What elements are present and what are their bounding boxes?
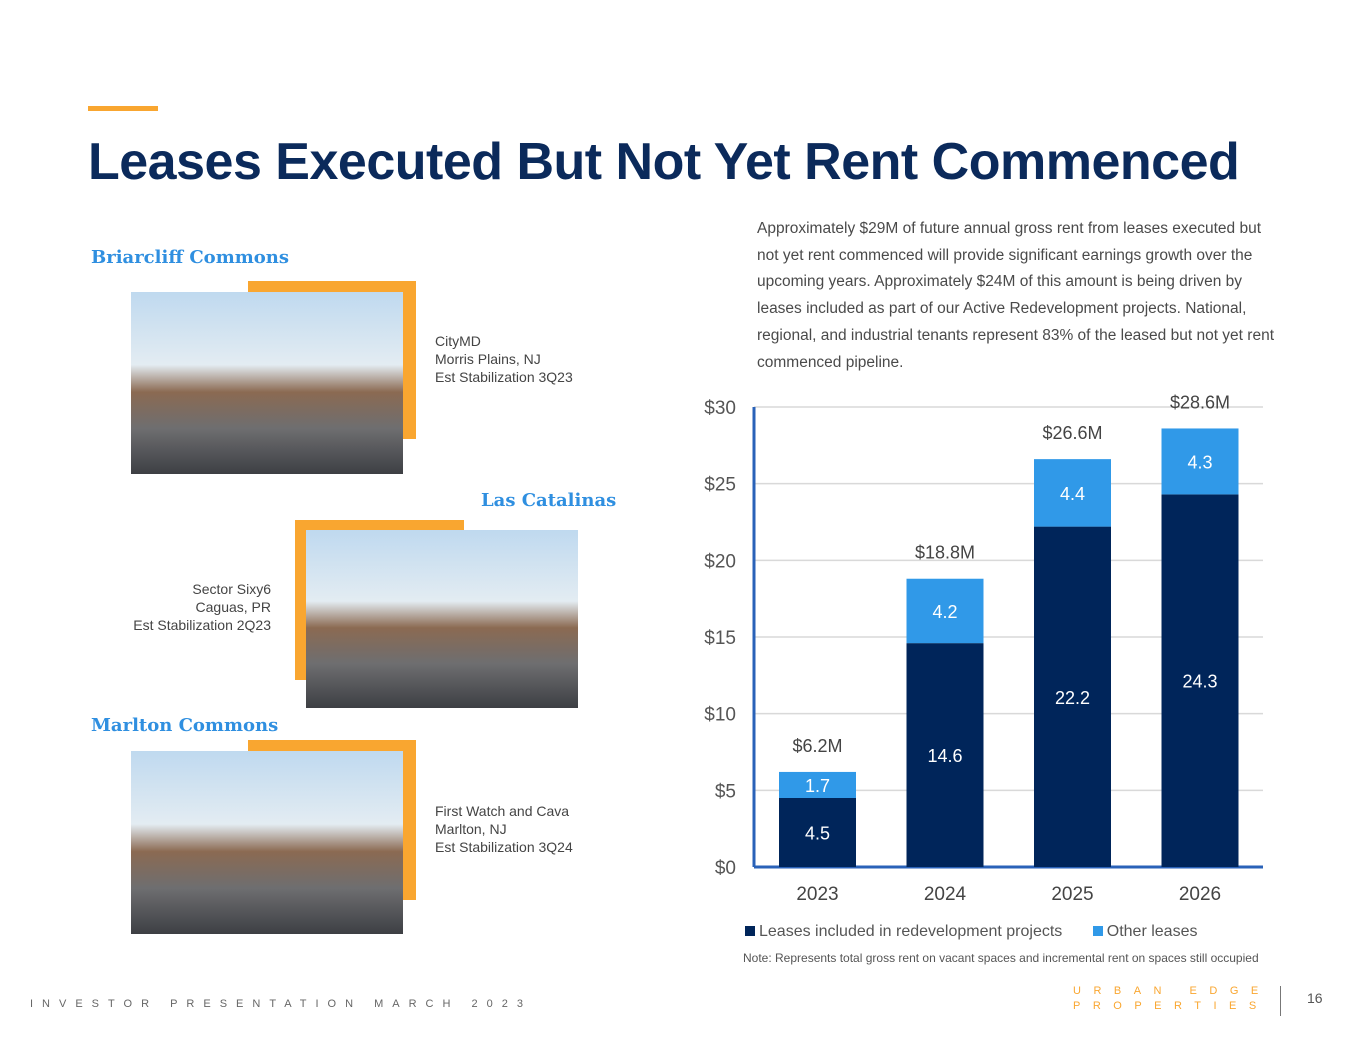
bar-segment: [906, 578, 984, 644]
total-label: $28.6M: [1170, 392, 1230, 412]
brand-line: PROPERTIES: [1073, 1000, 1269, 1012]
chart-note: Note: Represents total gross rent on vac…: [743, 951, 1259, 965]
data-label: 4.5: [805, 824, 830, 844]
legend-swatch: [745, 926, 755, 936]
bar-segment: [1034, 459, 1111, 527]
property-name: Briarcliff Commons: [91, 247, 290, 268]
legend-item: Leases included in redevelopment project…: [745, 923, 1062, 940]
chart-legend: Leases included in redevelopment project…: [745, 923, 1197, 941]
x-tick-label: 2026: [1179, 884, 1221, 905]
data-label: 1.7: [805, 776, 830, 796]
brand-line: URBAN EDGE: [1073, 985, 1271, 997]
caption-line: Est Stabilization 2Q23: [133, 617, 271, 633]
bar-segment: [1161, 428, 1239, 495]
data-label: 4.2: [932, 602, 957, 622]
total-label: $18.8M: [915, 543, 975, 563]
y-tick-label: $10: [704, 705, 736, 726]
y-tick-label: $20: [704, 551, 736, 572]
total-label: $26.6M: [1042, 423, 1102, 443]
data-label: 24.3: [1182, 672, 1217, 692]
x-tick-label: 2024: [924, 884, 967, 905]
property-photo: [306, 530, 578, 708]
caption-line: Morris Plains, NJ: [435, 351, 541, 367]
legend-item: Other leases: [1092, 923, 1198, 940]
y-tick-label: $15: [704, 628, 736, 649]
caption-line: Caguas, PR: [195, 599, 271, 615]
property-name: Las Catalinas: [481, 490, 617, 511]
brand-logo: URBAN EDGE PROPERTIES: [1073, 984, 1271, 1014]
x-tick-label: 2023: [796, 884, 838, 905]
footer-text: INVESTOR PRESENTATION MARCH 2023: [30, 998, 532, 1010]
total-label: $6.2M: [792, 736, 842, 756]
caption-line: Marlton, NJ: [435, 821, 507, 837]
caption-line: Sector Sixy6: [192, 581, 271, 597]
legend-label: Other leases: [1106, 923, 1198, 940]
footer-divider: [1280, 986, 1281, 1016]
page-number: 16: [1307, 990, 1323, 1006]
data-label: 4.3: [1187, 452, 1212, 472]
caption-line: Est Stabilization 3Q23: [435, 369, 573, 385]
data-label: 14.6: [927, 746, 962, 766]
bar-segment: [779, 771, 856, 798]
y-tick-label: $25: [704, 475, 736, 496]
title-accent-bar: [88, 106, 158, 111]
y-tick-label: $30: [704, 398, 736, 419]
property-caption: CityMD Morris Plains, NJ Est Stabilizati…: [435, 332, 573, 386]
caption-line: First Watch and Cava: [435, 803, 570, 819]
data-label: 4.4: [1060, 484, 1085, 504]
bar-segment: [1161, 494, 1239, 867]
legend-swatch: [1092, 926, 1103, 936]
caption-line: CityMD: [435, 333, 481, 349]
caption-line: Est Stabilization 3Q24: [435, 839, 573, 855]
property-photo: [131, 751, 403, 934]
bar-segment: [906, 643, 984, 867]
x-tick-label: 2025: [1051, 884, 1093, 905]
property-name: Marlton Commons: [91, 715, 279, 736]
y-tick-label: $5: [715, 781, 736, 802]
intro-paragraph: Approximately $29M of future annual gros…: [757, 220, 1275, 371]
page-title: Leases Executed But Not Yet Rent Commenc…: [88, 133, 1240, 191]
bar-segment: [779, 798, 856, 867]
bar-segment: [1034, 526, 1111, 867]
property-caption: Sector Sixy6 Caguas, PR Est Stabilizatio…: [100, 580, 271, 634]
property-caption: First Watch and Cava Marlton, NJ Est Sta…: [435, 802, 573, 856]
property-photo: [131, 292, 403, 474]
data-label: 22.2: [1055, 688, 1090, 708]
legend-label: Leases included in redevelopment project…: [759, 923, 1063, 940]
y-tick-label: $0: [715, 858, 736, 879]
